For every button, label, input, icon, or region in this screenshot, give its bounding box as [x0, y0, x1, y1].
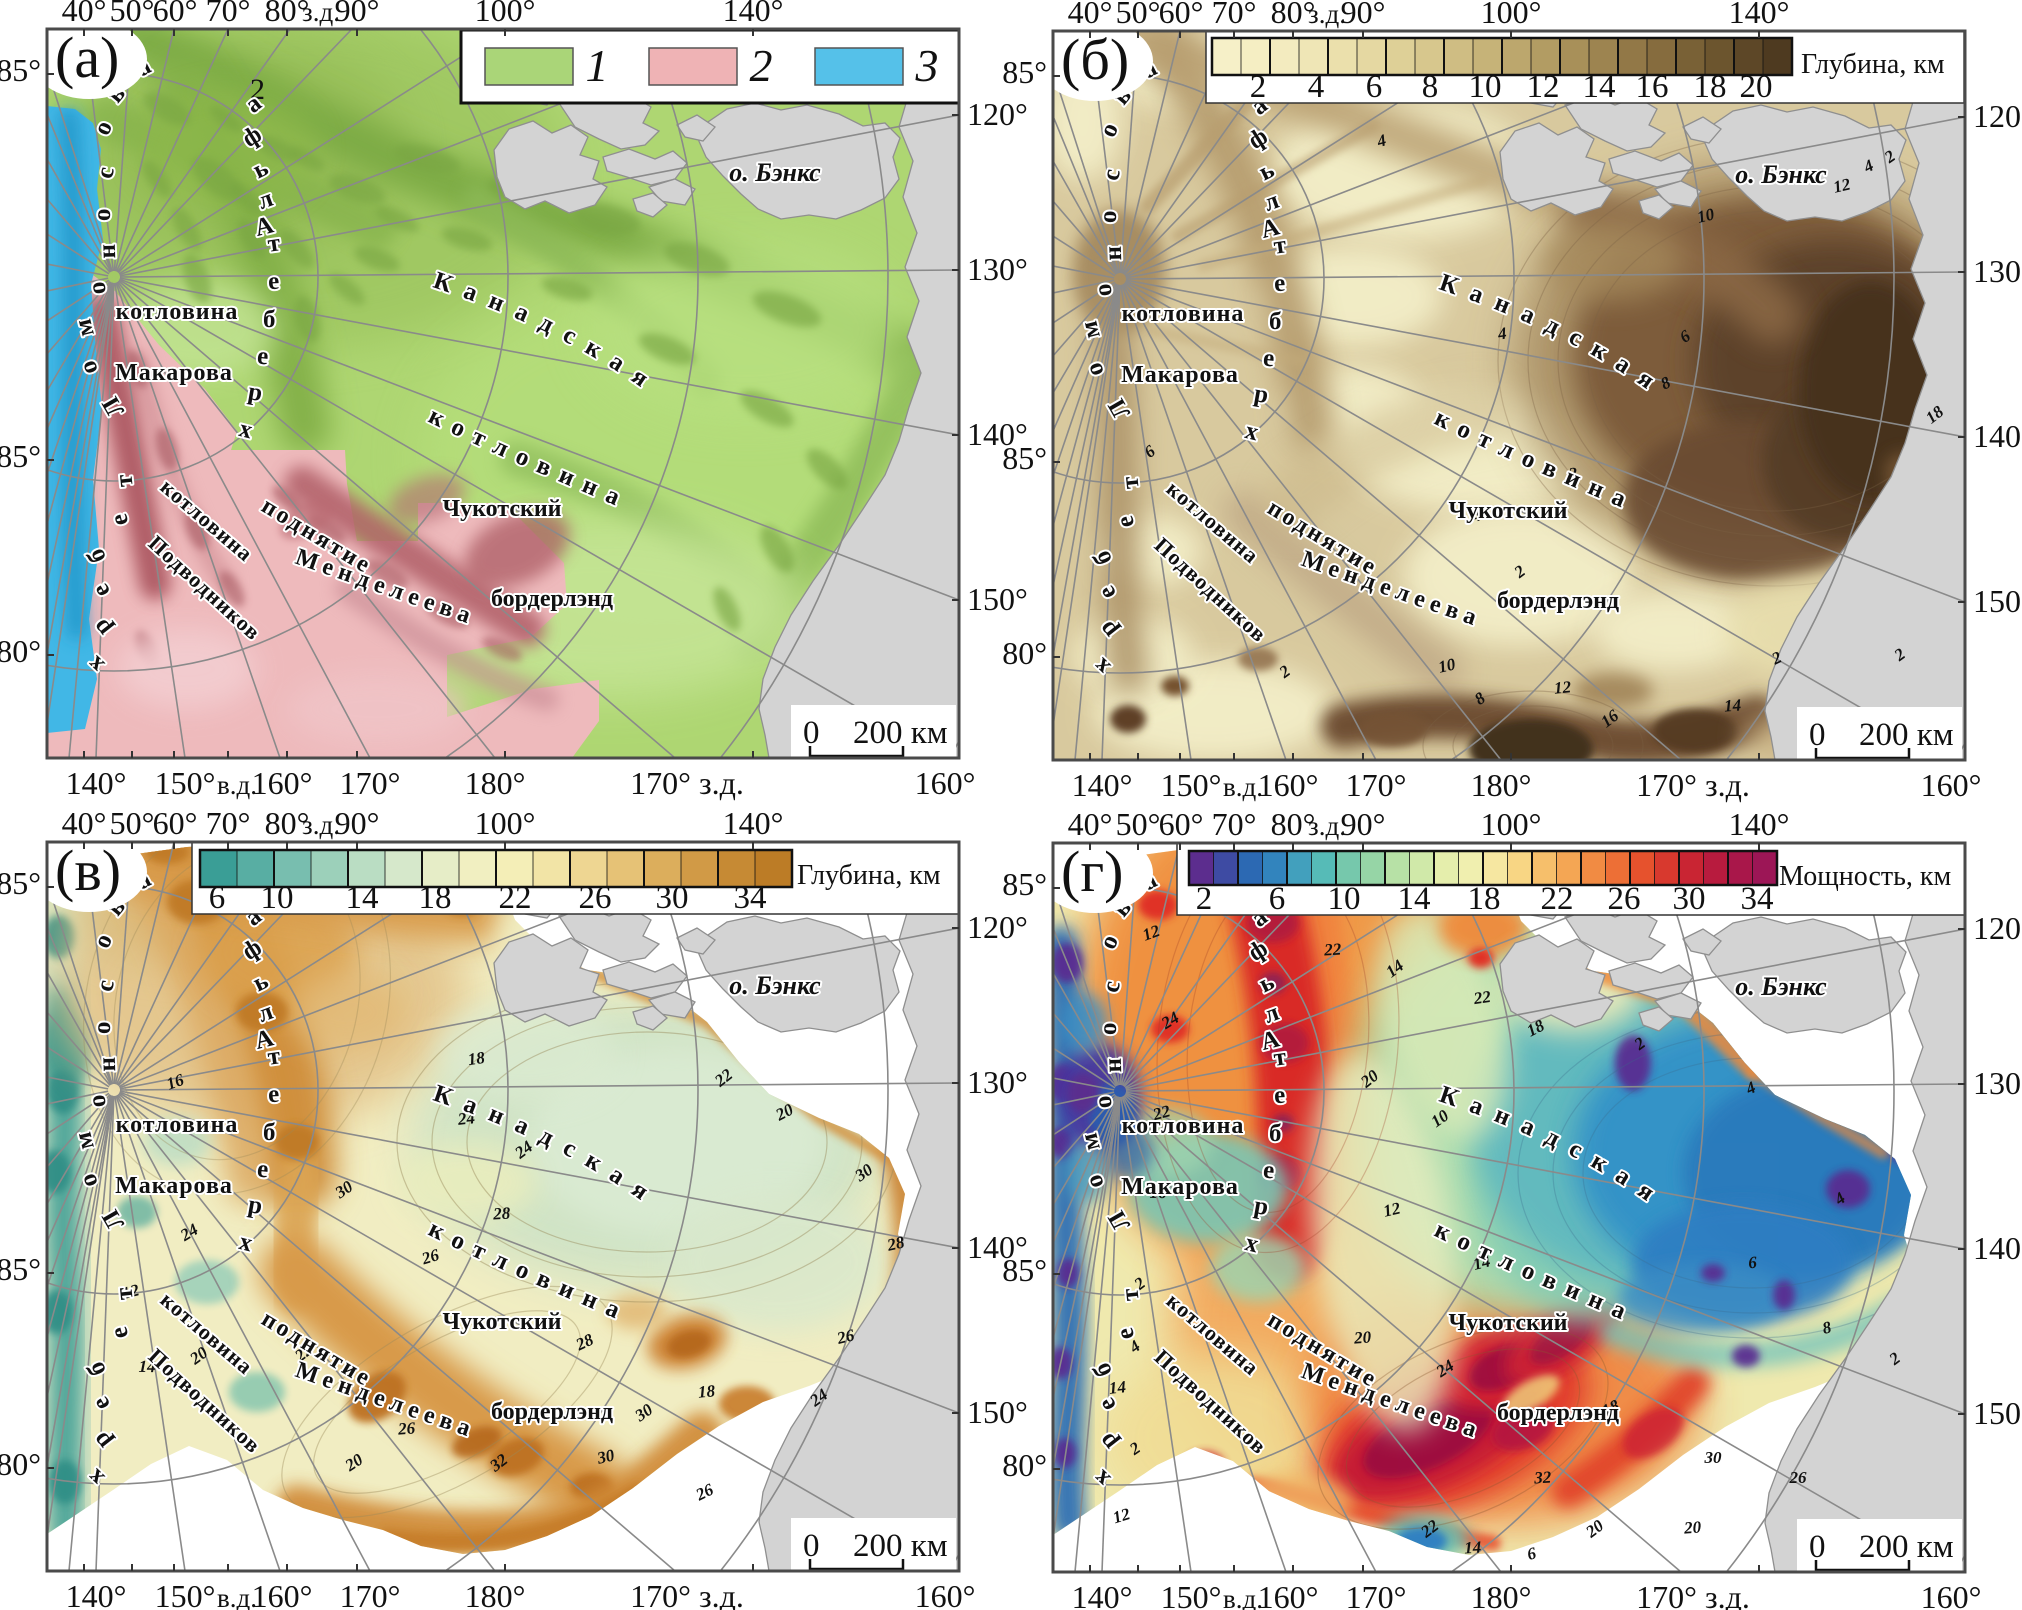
- svg-text:34: 34: [734, 880, 767, 916]
- svg-text:20: 20: [1740, 69, 1773, 105]
- svg-text:6: 6: [1747, 1253, 1758, 1273]
- svg-text:18: 18: [419, 880, 452, 916]
- svg-text:4: 4: [1496, 324, 1508, 344]
- svg-text:26: 26: [579, 880, 612, 916]
- svg-text:30: 30: [1704, 1448, 1723, 1467]
- svg-text:2: 2: [1250, 69, 1267, 105]
- svg-text:14: 14: [346, 880, 379, 916]
- svg-text:1: 1: [586, 40, 609, 91]
- svg-text:26: 26: [834, 1325, 857, 1348]
- svg-text:20: 20: [1352, 1327, 1372, 1347]
- svg-text:10: 10: [1436, 654, 1457, 676]
- svg-text:30: 30: [656, 880, 689, 916]
- svg-text:12: 12: [1527, 69, 1560, 105]
- svg-text:30: 30: [594, 1445, 616, 1468]
- svg-text:10: 10: [261, 880, 294, 916]
- svg-text:14: 14: [1583, 69, 1616, 105]
- svg-text:18: 18: [697, 1381, 716, 1401]
- svg-text:30: 30: [1673, 881, 1706, 917]
- svg-text:22: 22: [1323, 940, 1342, 960]
- svg-text:18: 18: [466, 1048, 486, 1069]
- svg-text:22: 22: [1472, 987, 1493, 1008]
- svg-text:10: 10: [1469, 69, 1502, 105]
- svg-text:20: 20: [1682, 1517, 1702, 1537]
- svg-text:14: 14: [1464, 1538, 1482, 1558]
- svg-text:6: 6: [1269, 881, 1286, 917]
- svg-text:12: 12: [1553, 677, 1572, 697]
- svg-text:26: 26: [1608, 881, 1641, 917]
- svg-text:28: 28: [492, 1204, 511, 1224]
- svg-text:Глубина, км: Глубина, км: [1801, 49, 1945, 80]
- svg-text:34: 34: [1741, 881, 1774, 917]
- svg-text:12: 12: [1140, 921, 1163, 945]
- svg-text:12: 12: [1381, 1198, 1402, 1220]
- svg-text:22: 22: [499, 880, 532, 916]
- svg-text:(б): (б): [1061, 27, 1129, 92]
- svg-text:Мощность, км: Мощность, км: [1779, 861, 1951, 892]
- svg-text:18: 18: [1694, 69, 1727, 105]
- svg-text:(а): (а): [55, 25, 119, 90]
- svg-text:10: 10: [1328, 881, 1361, 917]
- svg-text:18: 18: [1468, 881, 1501, 917]
- svg-text:12: 12: [1110, 1504, 1132, 1527]
- svg-text:32: 32: [1533, 1468, 1552, 1488]
- svg-text:22: 22: [1541, 881, 1574, 917]
- svg-text:8: 8: [1422, 69, 1439, 105]
- svg-text:(г): (г): [1061, 839, 1123, 904]
- svg-text:14: 14: [1398, 881, 1431, 917]
- svg-text:2: 2: [1196, 881, 1213, 917]
- svg-text:16: 16: [164, 1070, 187, 1094]
- svg-text:Глубина, км: Глубина, км: [797, 860, 941, 891]
- svg-text:(в): (в): [55, 838, 121, 903]
- svg-text:26: 26: [419, 1245, 442, 1269]
- svg-text:10: 10: [1695, 204, 1717, 227]
- svg-text:26: 26: [1789, 1468, 1808, 1487]
- svg-text:2: 2: [750, 40, 773, 91]
- svg-text:26: 26: [396, 1418, 416, 1438]
- svg-text:4: 4: [1308, 69, 1325, 105]
- svg-text:16: 16: [1636, 69, 1669, 105]
- svg-text:14: 14: [1108, 1377, 1127, 1398]
- svg-text:6: 6: [209, 880, 226, 916]
- svg-text:28: 28: [884, 1232, 906, 1255]
- svg-text:12: 12: [1831, 174, 1852, 196]
- svg-text:6: 6: [1366, 69, 1383, 105]
- svg-text:3: 3: [915, 40, 939, 91]
- svg-text:14: 14: [1723, 695, 1741, 715]
